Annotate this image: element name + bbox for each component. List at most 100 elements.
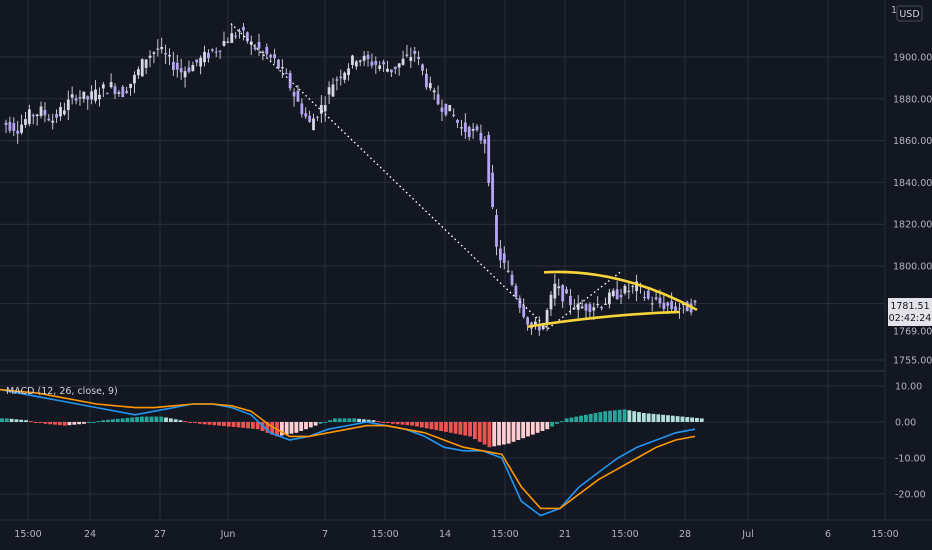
price-tick-label: 1755.00 xyxy=(893,356,932,367)
candle-body xyxy=(576,303,580,310)
macd-histogram-bar xyxy=(149,416,154,422)
macd-axis[interactable]: 10.00 0.00 -10.00 -20.00 xyxy=(895,382,926,501)
macd-histogram-bar xyxy=(424,422,429,429)
candle-body xyxy=(596,304,600,306)
macd-histogram-bar xyxy=(125,417,130,422)
price-tick-label: 1769.00 xyxy=(893,326,932,337)
macd-histogram-bar xyxy=(468,422,472,437)
macd-histogram-bar xyxy=(323,422,328,423)
macd-histogram-bar xyxy=(463,422,468,436)
candle-body xyxy=(47,118,51,121)
candle-body xyxy=(125,90,129,93)
candle-body xyxy=(335,79,339,81)
macd-histogram-bar xyxy=(550,422,555,427)
macd-histogram-bar xyxy=(178,420,183,422)
macd-histogram-bar xyxy=(429,422,434,430)
candle-body xyxy=(370,61,374,66)
candle-body xyxy=(518,298,522,308)
candle-body xyxy=(86,96,90,100)
macd-histogram-bar xyxy=(357,418,361,422)
channel-upper-curve[interactable] xyxy=(543,270,698,312)
time-tick-label: 15:00 xyxy=(611,529,638,540)
currency-badge-box[interactable] xyxy=(896,5,923,22)
currency-badge[interactable]: USD xyxy=(896,5,923,22)
candle-body xyxy=(203,51,206,63)
candle-body xyxy=(59,107,62,117)
macd-histogram-bar xyxy=(588,413,593,422)
price-tick-label: 1800.00 xyxy=(893,262,932,273)
candle-body xyxy=(561,285,565,302)
candle-body xyxy=(4,122,8,125)
macd-histogram-bar xyxy=(535,422,540,433)
candle-body xyxy=(405,54,409,56)
candle-body xyxy=(463,122,467,132)
candle-body xyxy=(245,32,249,42)
candle-body xyxy=(129,83,132,88)
macd-histogram-bar xyxy=(646,413,651,422)
price-axis[interactable]: 1900.00 1880.00 1860.00 1840.00 1820.00 1800.… xyxy=(893,53,932,367)
macd-histogram-bar xyxy=(511,422,516,442)
macd-histogram-bar xyxy=(111,419,115,422)
candle-body xyxy=(109,82,113,88)
macd-histogram-bar xyxy=(173,419,178,422)
candle-body xyxy=(273,54,276,59)
candle-body xyxy=(82,91,86,99)
candle-body xyxy=(604,303,607,305)
macd-histogram-bar xyxy=(690,417,694,422)
currency-badge-label[interactable]: USD xyxy=(899,9,919,20)
time-axis[interactable]: 15:00 24 27 Jun 7 15:00 14 15:00 21 15:00 28 Jul 6 15… xyxy=(14,529,898,540)
candle-body xyxy=(339,76,343,79)
candle-body xyxy=(467,126,471,137)
macd-histogram-bar xyxy=(250,422,255,429)
macd-histogram-bar xyxy=(376,421,381,423)
candle-body xyxy=(572,307,576,309)
candle-body xyxy=(432,90,436,93)
macd-histogram-bar xyxy=(101,420,106,422)
macd-histogram-bar xyxy=(666,415,670,422)
macd-histogram-bar xyxy=(72,422,77,425)
macd-histogram-bar xyxy=(154,416,159,422)
macd-histogram-bar xyxy=(685,417,690,422)
macd-histogram-bar xyxy=(477,422,482,442)
macd-histogram-bar xyxy=(347,418,352,422)
macd-histogram-bar xyxy=(115,418,120,422)
time-tick-label: 15:00 xyxy=(871,529,898,540)
drawing-annotations[interactable] xyxy=(230,23,698,330)
candle-body xyxy=(20,124,23,133)
macd-histogram-bar xyxy=(183,421,188,423)
macd-histogram-bar xyxy=(299,422,304,431)
candle-body xyxy=(16,130,20,134)
candle-body xyxy=(436,94,440,105)
candle-body xyxy=(393,66,397,70)
candle-body xyxy=(140,59,144,77)
candle-body xyxy=(386,68,389,72)
candle-body xyxy=(421,64,424,71)
candle-body xyxy=(179,68,183,73)
candle-body xyxy=(378,65,382,69)
candle-body xyxy=(541,324,545,330)
dotted-trendline[interactable] xyxy=(230,23,549,330)
candle-body xyxy=(569,295,572,305)
candle-body xyxy=(456,120,459,123)
candle-body xyxy=(678,307,681,309)
macd-histogram-bar xyxy=(202,422,207,425)
channel-lower-curve[interactable] xyxy=(527,310,681,328)
price-tick-label: 1820.00 xyxy=(893,220,932,231)
candle-body xyxy=(312,118,315,131)
macd-histogram-bar xyxy=(530,422,535,435)
candle-body xyxy=(366,54,370,60)
macd-histogram-bar xyxy=(217,422,222,426)
candle-body xyxy=(526,317,530,325)
time-tick-label: 21 xyxy=(559,529,571,540)
time-tick-label: 15:00 xyxy=(491,529,518,540)
dotted-trendline-rebound[interactable] xyxy=(547,271,621,330)
macd-indicator-label[interactable]: MACD (12, 26, close, 9) xyxy=(6,386,118,397)
candle-body xyxy=(98,94,101,100)
candle-body xyxy=(642,297,646,299)
candle-body xyxy=(175,62,179,70)
macd-histogram-bar xyxy=(337,418,342,422)
candle-body xyxy=(101,84,105,89)
macd-histogram-bar xyxy=(516,422,521,440)
candle-body xyxy=(417,56,421,59)
